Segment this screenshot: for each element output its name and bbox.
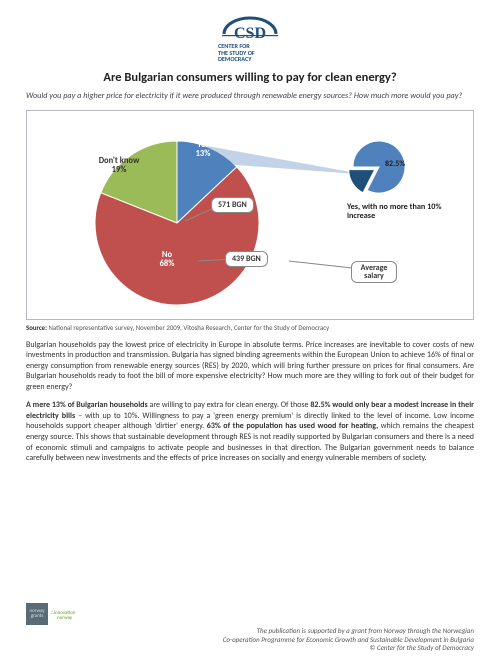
page-title: Are Bulgarian consumers willing to pay f…: [26, 70, 474, 85]
innovation-norway-logo: ∴innovationnorway: [52, 603, 74, 625]
chart-callout: 439 BGN: [225, 251, 268, 267]
svg-text:CSD: CSD: [234, 25, 266, 42]
org-logo: CSD CENTER FOR THE STUDY OF DEMOCRACY: [26, 14, 474, 64]
pie-chart: No68% Don't know19% Yes13% 571 BGN 439 BGN A…: [26, 110, 474, 320]
chart-source: Source: National representative survey, …: [26, 324, 474, 332]
footer-credit: The publication is supported by a grant …: [26, 627, 474, 653]
logo-caption: CENTER FOR THE STUDY OF DEMOCRACY: [218, 43, 282, 63]
exploded-pie-pct: 82.5%: [385, 159, 405, 169]
pie-slice-label: Don't know19%: [95, 157, 143, 176]
exploded-pie-label: Yes, with no more than 10% increase: [347, 203, 457, 222]
pie-slice-label: Yes13%: [179, 141, 227, 160]
chart-callout: 571 BGN: [211, 197, 254, 213]
body-paragraph-1: Bulgarian households pay the lowest pric…: [26, 340, 474, 393]
survey-question: Would you pay a higher price for electri…: [26, 91, 474, 102]
pie-slice-label: No68%: [143, 251, 191, 270]
page-footer: norwaygrants ∴innovationnorway The publi…: [26, 603, 474, 653]
chart-callout: Averagesalary: [351, 261, 397, 284]
norway-grants-logo: norwaygrants: [26, 603, 48, 625]
body-paragraph-2: A mere 13% of Bulgarian households are w…: [26, 400, 474, 463]
csd-logo-icon: CSD: [218, 14, 282, 42]
